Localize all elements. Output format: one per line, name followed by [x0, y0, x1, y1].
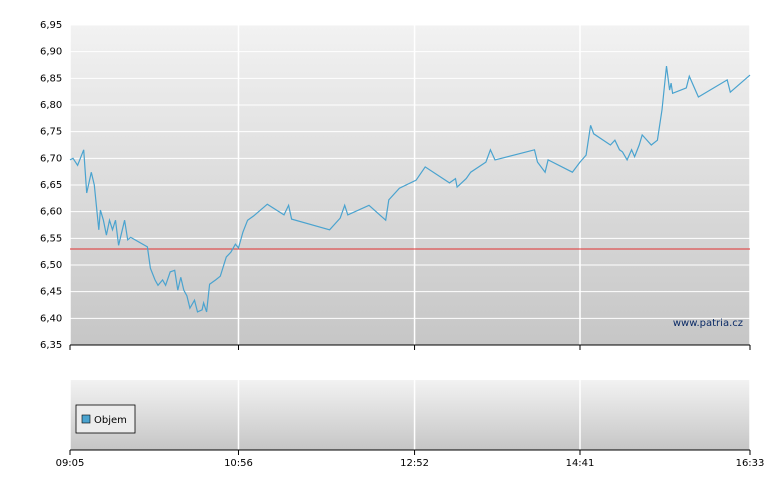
y-tick-label: 6,55	[40, 233, 62, 244]
y-tick-label: 6,75	[40, 127, 62, 138]
y-tick-label: 6,60	[40, 207, 62, 218]
x-tick-label: 10:56	[224, 458, 253, 469]
y-tick-label: 6,35	[40, 340, 62, 351]
x-tick-label: 14:41	[566, 458, 595, 469]
y-tick-label: 6,80	[40, 100, 62, 111]
x-tick-label: 12:52	[400, 458, 429, 469]
y-tick-label: 6,45	[40, 287, 62, 298]
y-tick-label: 6,85	[40, 73, 62, 84]
volume-area	[70, 380, 750, 450]
x-tick-label: 16:33	[736, 458, 765, 469]
y-tick-label: 6,65	[40, 180, 62, 191]
x-tick-label: 09:05	[56, 458, 85, 469]
y-tick-label: 6,70	[40, 153, 62, 164]
price-line	[69, 66, 751, 313]
y-tick-label: 6,50	[40, 260, 62, 271]
legend-swatch	[81, 414, 91, 424]
y-tick-label: 6,95	[40, 20, 62, 31]
y-tick-label: 6,90	[40, 47, 62, 58]
legend-label: Objem	[94, 415, 127, 426]
y-tick-label: 6,40	[40, 313, 62, 324]
watermark: www.patria.cz	[673, 318, 743, 329]
